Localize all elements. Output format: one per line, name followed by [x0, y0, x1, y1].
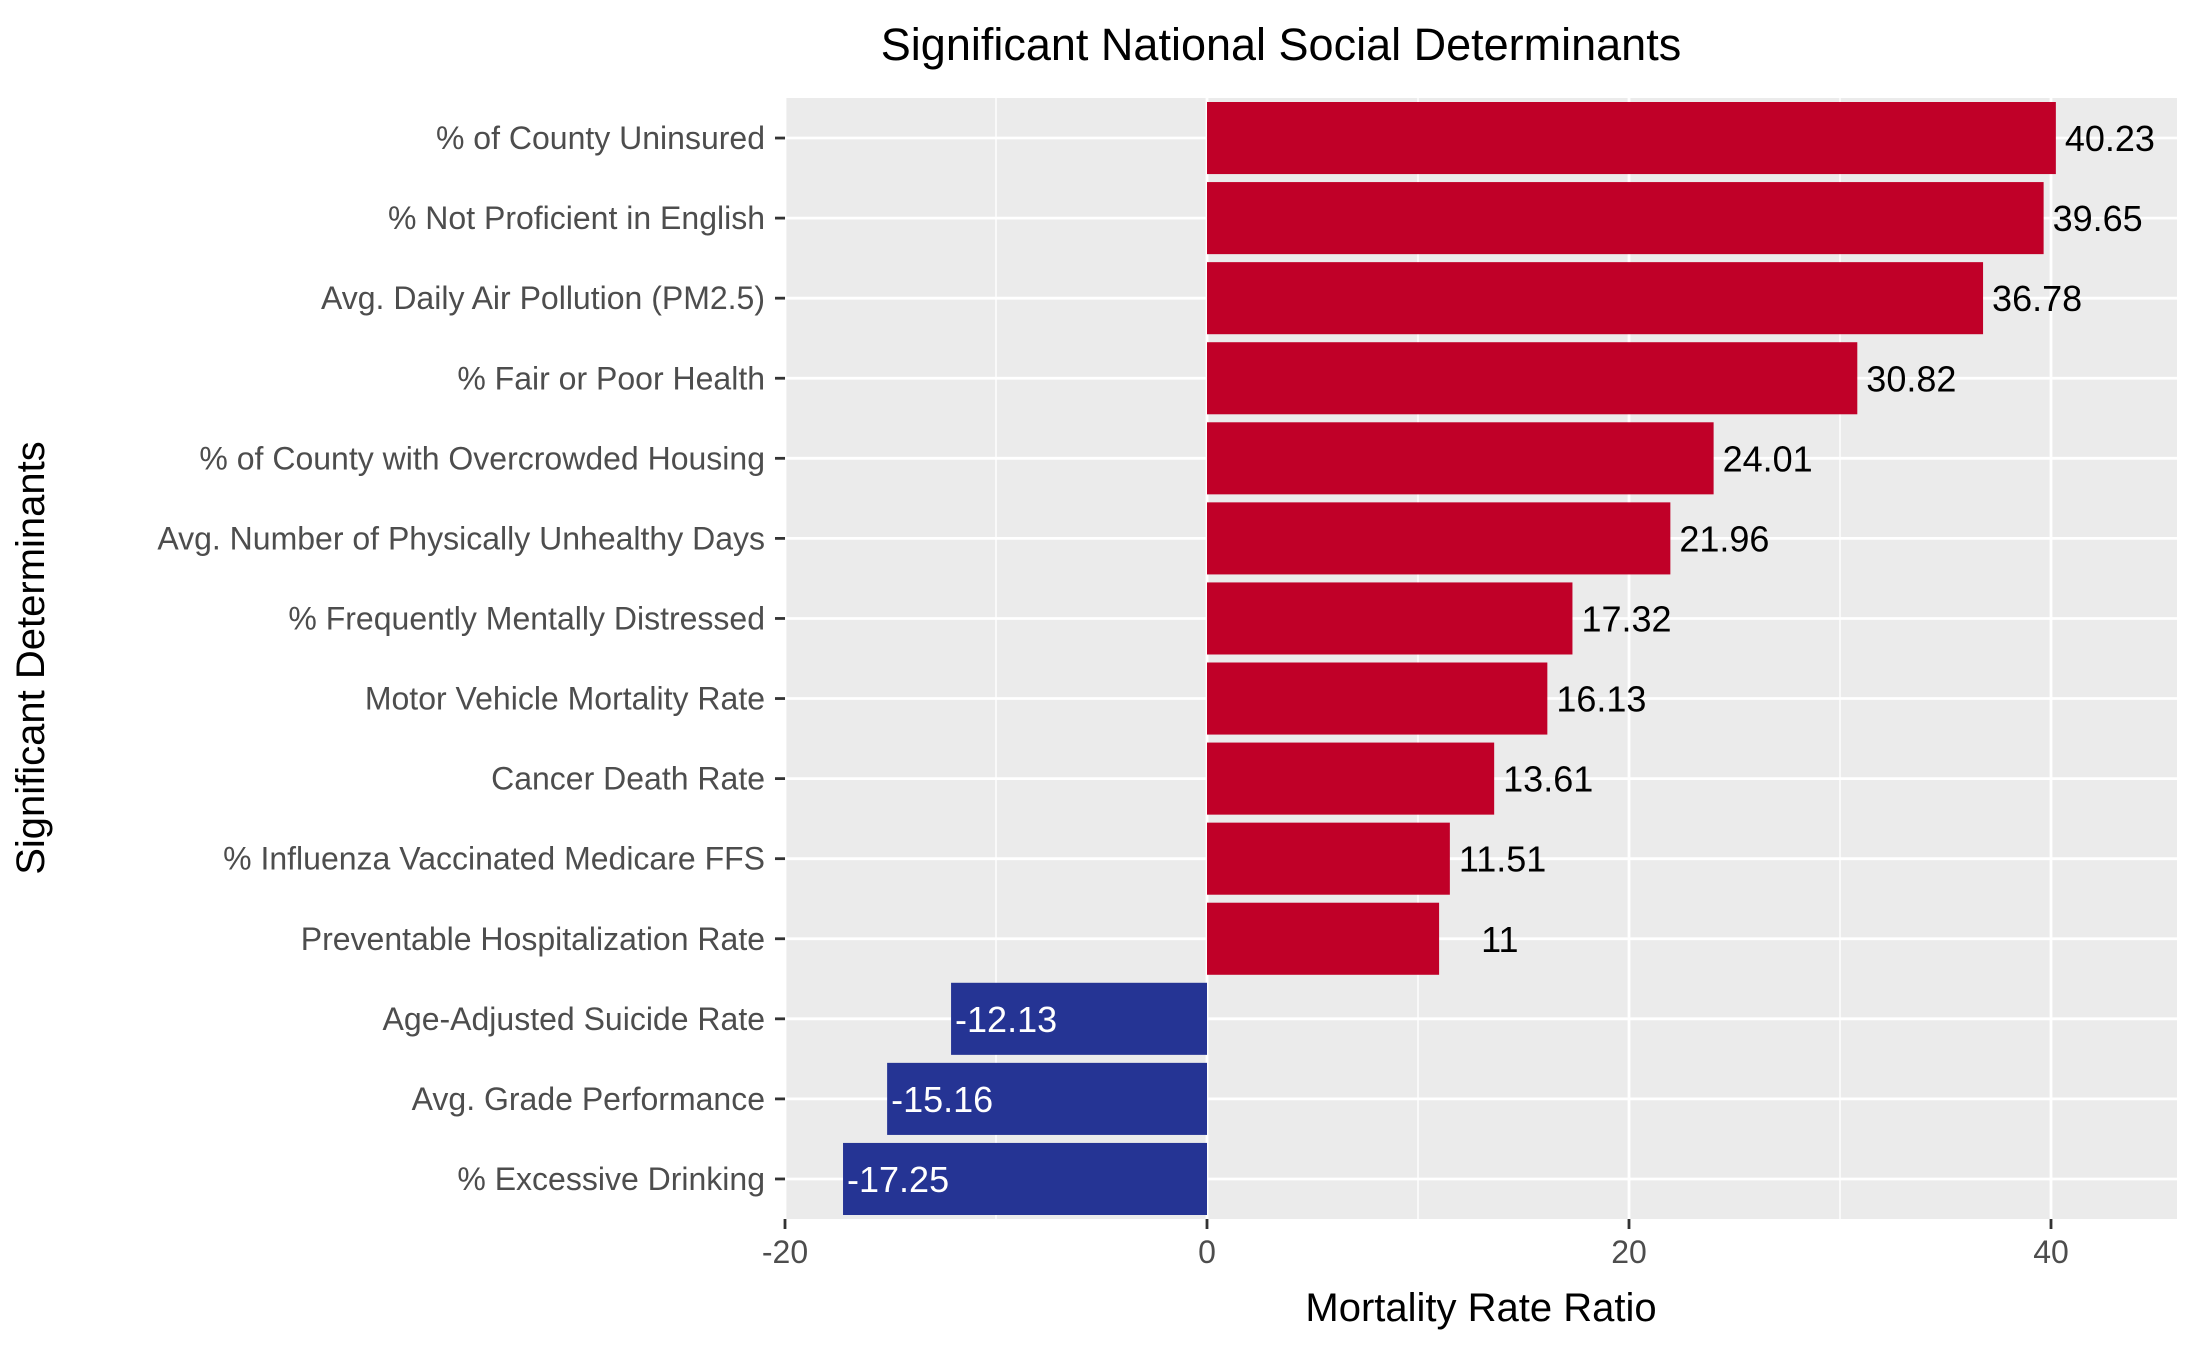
x-tick-label: 20	[1611, 1234, 1647, 1270]
bar	[1207, 582, 1573, 655]
bar	[1207, 102, 2056, 175]
chart-title: Significant National Social Determinants	[881, 19, 1681, 70]
y-tick-label: % Influenza Vaccinated Medicare FFS	[223, 841, 765, 877]
y-tick-label: Preventable Hospitalization Rate	[301, 921, 765, 957]
y-tick-label: % of County Uninsured	[436, 120, 765, 156]
bar	[887, 1062, 1207, 1135]
data-label: -17.25	[847, 1159, 949, 1200]
bar	[1207, 182, 2044, 255]
data-label: 30.82	[1866, 358, 1956, 399]
bar	[1207, 742, 1495, 815]
y-tick-label: Age-Adjusted Suicide Rate	[383, 1001, 765, 1037]
data-label: 11.51	[1459, 839, 1546, 880]
data-label: 13.61	[1503, 759, 1593, 800]
bar	[1207, 342, 1858, 415]
bar	[1207, 662, 1548, 735]
y-tick-label: % Not Proficient in English	[388, 200, 765, 236]
bar	[951, 982, 1207, 1055]
x-tick-label: 0	[1198, 1234, 1216, 1270]
bar	[1207, 902, 1440, 975]
bar	[1207, 822, 1450, 895]
y-tick-label: % Excessive Drinking	[457, 1161, 765, 1197]
y-tick-label: % Frequently Mentally Distressed	[288, 600, 765, 636]
y-axis-title: Significant Determinants	[9, 441, 53, 875]
y-tick-label: Avg. Number of Physically Unhealthy Days	[157, 520, 765, 556]
bar	[1207, 262, 1984, 335]
y-tick-label: % of County with Overcrowded Housing	[199, 440, 765, 476]
y-tick-label: Cancer Death Rate	[491, 761, 765, 797]
y-axis: % of County Uninsured % Not Proficient in…	[157, 120, 785, 1197]
data-label: 24.01	[1723, 438, 1813, 479]
bar	[1207, 502, 1671, 575]
bars	[843, 102, 2056, 1215]
y-tick-label: Avg. Grade Performance	[412, 1081, 765, 1117]
bar	[1207, 422, 1714, 495]
data-label: -12.13	[955, 999, 1057, 1040]
x-axis: -20 0 20 40	[762, 1219, 2069, 1270]
y-tick-label: Avg. Daily Air Pollution (PM2.5)	[321, 280, 765, 316]
data-label: 16.13	[1556, 679, 1646, 720]
data-label: 21.96	[1679, 518, 1769, 559]
x-axis-title: Mortality Rate Ratio	[1305, 1286, 1656, 1330]
y-tick-label: Motor Vehicle Mortality Rate	[365, 681, 765, 717]
y-tick-label: % Fair or Poor Health	[457, 360, 765, 396]
data-label: 40.23	[2065, 118, 2155, 159]
data-label: 11	[1481, 919, 1518, 960]
data-label: 17.32	[1581, 598, 1671, 639]
x-tick-label: -20	[762, 1234, 808, 1270]
data-label: -15.16	[891, 1079, 993, 1120]
bar	[843, 1142, 1207, 1215]
data-label: 36.78	[1992, 278, 2082, 319]
data-label: 39.65	[2053, 198, 2143, 239]
x-tick-label: 40	[2033, 1234, 2069, 1270]
